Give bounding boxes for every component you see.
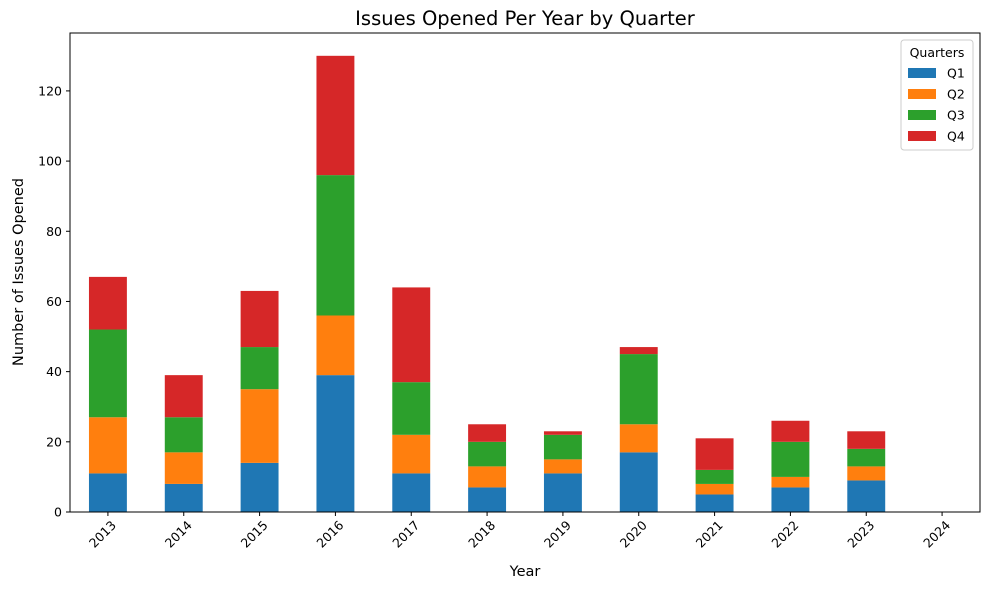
legend-swatch-q1: [908, 68, 936, 78]
bar-q3-2019: [543, 434, 582, 460]
x-tick-label: 2019: [541, 517, 574, 550]
legend-swatch-q4: [908, 131, 936, 141]
x-tick-label: 2013: [86, 518, 119, 551]
bar-q2-2022: [771, 476, 810, 488]
bars-group: [88, 55, 886, 512]
bar-q1-2016: [316, 375, 355, 512]
bar-q2-2019: [543, 459, 582, 474]
chart-title: Issues Opened Per Year by Quarter: [355, 7, 696, 30]
bar-q2-2023: [847, 466, 886, 481]
x-tick-label: 2022: [768, 518, 801, 551]
bar-q3-2020: [619, 354, 658, 425]
y-tick-label: 120: [38, 83, 62, 98]
bar-q4-2020: [619, 347, 658, 355]
bar-q4-2023: [847, 431, 886, 449]
bar-q2-2017: [392, 434, 431, 474]
y-tick-label: 40: [46, 364, 62, 379]
bar-q4-2019: [543, 431, 582, 435]
bar-q2-2020: [619, 424, 658, 453]
bar-q3-2021: [695, 469, 734, 484]
bar-q1-2021: [695, 494, 734, 512]
legend-swatch-q2: [908, 89, 936, 99]
bar-q2-2013: [88, 417, 127, 474]
bar-q4-2021: [695, 438, 734, 470]
bar-q2-2018: [468, 466, 507, 488]
bar-q1-2019: [543, 473, 582, 512]
bar-q1-2023: [847, 480, 886, 512]
bar-q2-2014: [164, 452, 203, 484]
bar-q3-2017: [392, 382, 431, 435]
bar-q1-2015: [240, 462, 279, 512]
y-tick-label: 20: [46, 434, 62, 449]
x-tick-label: 2015: [238, 518, 271, 551]
bar-q1-2022: [771, 487, 810, 512]
x-tick-label: 2024: [920, 517, 953, 550]
legend-label-q3: Q3: [947, 108, 965, 123]
bar-q1-2014: [164, 483, 203, 512]
bar-q3-2016: [316, 175, 355, 316]
legend-items: Q1 Q2 Q3 Q4: [908, 66, 965, 144]
bar-q3-2013: [88, 329, 127, 418]
plot-frame: [69, 32, 981, 513]
y-tick-label: 80: [46, 224, 62, 239]
x-tick-label: 2021: [693, 518, 726, 551]
legend: Quarters Q1 Q2 Q3 Q4: [900, 39, 974, 151]
y-tick-label: 0: [54, 505, 62, 520]
y-tick-label: 100: [38, 154, 62, 169]
bar-q4-2015: [240, 290, 279, 348]
bar-q4-2014: [164, 375, 203, 418]
x-axis-title: Year: [509, 564, 541, 580]
legend-label-q1: Q1: [947, 66, 965, 81]
x-tick-label: 2018: [465, 517, 498, 550]
legend-swatch-q3: [908, 110, 936, 120]
bar-q3-2023: [847, 448, 886, 467]
x-tick-label: 2016: [313, 517, 346, 550]
bar-q4-2013: [88, 276, 127, 330]
bar-q3-2022: [771, 441, 810, 477]
y-axis: 0 20 40 60 80 100 120: [38, 83, 70, 520]
bar-q3-2014: [164, 417, 203, 453]
x-tick-label: 2023: [844, 518, 877, 551]
legend-box: [900, 39, 974, 151]
x-tick-label: 2020: [617, 517, 650, 550]
legend-label-q4: Q4: [947, 129, 965, 144]
bar-q1-2018: [468, 487, 507, 512]
bar-q3-2018: [468, 441, 507, 467]
x-tick-label: 2014: [162, 517, 195, 550]
bar-q4-2016: [316, 55, 355, 176]
bar-q4-2018: [468, 424, 507, 442]
bar-q2-2015: [240, 389, 279, 463]
y-axis-title: Number of Issues Opened: [11, 178, 27, 366]
bar-q1-2020: [619, 452, 658, 512]
bar-q1-2017: [392, 473, 431, 512]
x-axis: 2013 2014 2015 2016 2017 2018 2019 2020 2021 2022…: [86, 512, 953, 551]
y-tick-label: 60: [46, 294, 62, 309]
legend-label-q2: Q2: [947, 87, 965, 102]
bar-q2-2021: [695, 483, 734, 495]
bar-q1-2013: [88, 473, 127, 512]
x-tick-label: 2017: [389, 518, 422, 551]
legend-title: Quarters: [910, 45, 965, 60]
bar-q4-2022: [771, 420, 810, 442]
bar-q2-2016: [316, 315, 355, 376]
bar-q3-2015: [240, 347, 279, 390]
bar-q4-2017: [392, 287, 431, 383]
